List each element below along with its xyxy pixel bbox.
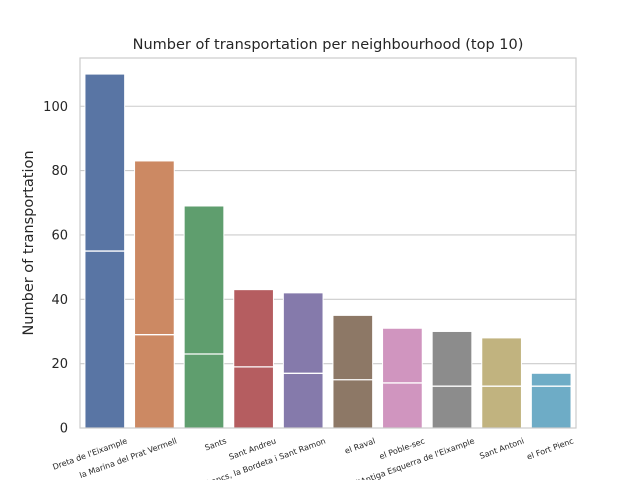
bar [134, 160, 175, 429]
y-tick-labels: 0 20 40 60 80 100 [43, 100, 68, 437]
bar [530, 372, 572, 429]
y-tick-label: 0 [60, 422, 68, 437]
y-tick-label: 60 [51, 228, 68, 243]
bar [183, 205, 225, 429]
y-tick-label: 80 [51, 164, 68, 179]
bar [282, 292, 324, 429]
chart-title: Number of transportation per neighbourho… [133, 37, 524, 53]
y-axis-label: Number of transportation [21, 150, 37, 335]
y-tick-label: 20 [51, 357, 68, 372]
y-tick-label: 100 [43, 100, 68, 115]
plot-frame [79, 57, 577, 429]
bar [233, 289, 274, 429]
y-tick-label: 40 [51, 293, 68, 308]
bar [431, 330, 473, 429]
bar [481, 337, 522, 429]
bar [332, 314, 374, 429]
bar [382, 327, 423, 429]
bars-group [84, 73, 572, 429]
